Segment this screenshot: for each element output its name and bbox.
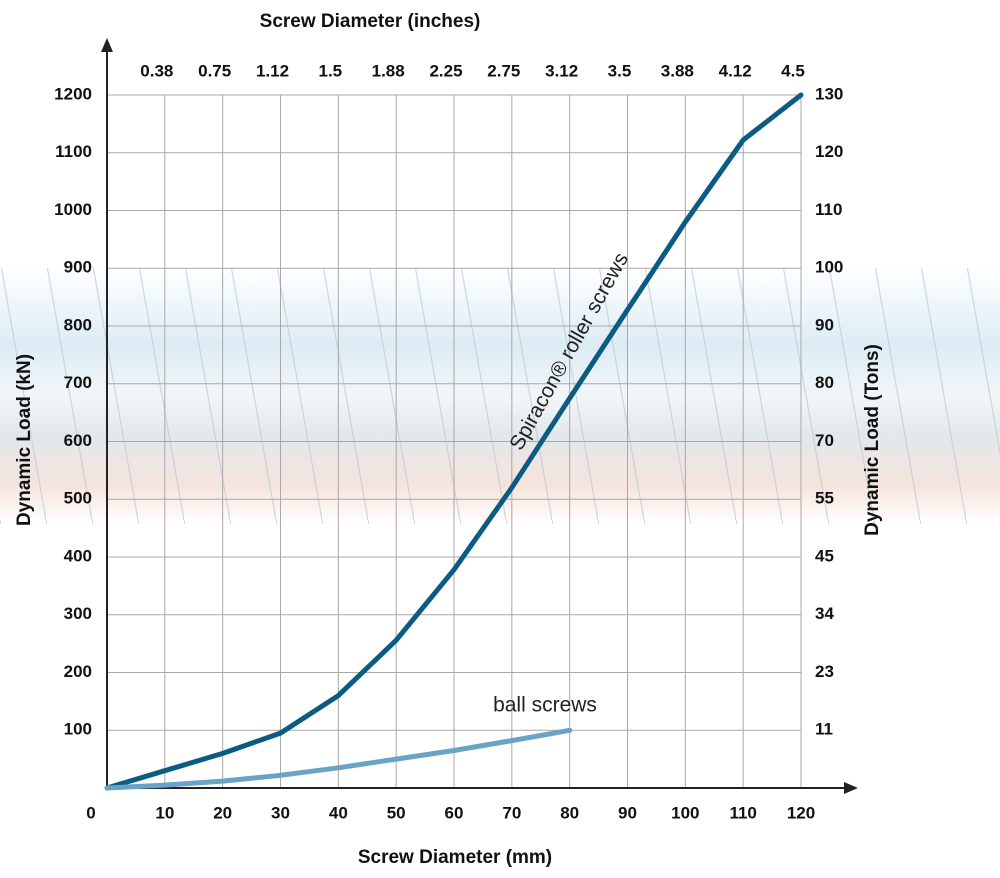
x2-tick-label: 4.12 <box>719 61 752 80</box>
x2-tick-label: 1.88 <box>372 61 405 80</box>
series-line <box>104 92 804 791</box>
y2-tick-label: 23 <box>815 662 834 681</box>
y2-tick-label: 55 <box>815 489 834 508</box>
x-tick-label: 40 <box>329 803 348 822</box>
y-tick-label: 300 <box>64 604 92 623</box>
y-tick-label: 1100 <box>55 142 92 161</box>
y2-axis-title: Dynamic Load (Tons) <box>862 344 883 536</box>
y-tick-label: 100 <box>64 720 92 739</box>
y-tick-label: 500 <box>64 489 92 508</box>
y2-tick-label: 90 <box>815 315 834 334</box>
y2-tick-label: 11 <box>815 720 833 739</box>
x2-tick-label: 2.25 <box>429 61 462 80</box>
x-tick-label: 110 <box>729 803 756 822</box>
x-tick-label: 0 <box>86 803 95 822</box>
x2-tick-label: 0.75 <box>198 61 231 80</box>
x2-tick-label: 0.38 <box>140 61 173 80</box>
y-tick-label: 900 <box>64 258 92 277</box>
y2-tick-label: 34 <box>815 604 834 623</box>
series-label: ball screws <box>493 694 597 717</box>
x2-tick-label: 2.75 <box>487 61 520 80</box>
y-tick-label: 1200 <box>54 84 92 103</box>
y-tick-label: 700 <box>64 373 92 392</box>
y2-tick-label: 110 <box>815 200 842 219</box>
x2-axis-title: Screw Diameter (inches) <box>260 11 481 32</box>
x-tick-label: 30 <box>271 803 290 822</box>
x-axis-arrow <box>844 782 858 794</box>
y2-tick-label: 100 <box>815 258 843 277</box>
y-tick-label: 400 <box>64 546 92 565</box>
x2-tick-label: 4.5 <box>781 61 805 80</box>
y-axis-title: Dynamic Load (kN) <box>14 354 35 526</box>
series-line <box>104 727 573 791</box>
y2-tick-label: 130 <box>815 84 843 103</box>
x2-tick-label: 3.88 <box>661 61 694 80</box>
y2-tick-label: 70 <box>815 431 834 450</box>
y-axis-arrow <box>101 38 113 52</box>
y2-tick-label: 45 <box>815 546 834 565</box>
x-tick-label: 100 <box>671 803 699 822</box>
y2-tick-label: 80 <box>815 373 834 392</box>
y2-tick-label: 120 <box>815 142 843 161</box>
x-tick-label: 70 <box>502 803 521 822</box>
y-tick-label: 800 <box>64 315 92 334</box>
x-tick-label: 80 <box>560 803 579 822</box>
screw-background <box>0 268 1000 524</box>
y-tick-label: 200 <box>64 662 92 681</box>
x-tick-label: 20 <box>213 803 232 822</box>
x2-tick-label: 1.5 <box>319 61 343 80</box>
x2-tick-label: 1.12 <box>256 61 289 80</box>
x-tick-label: 90 <box>618 803 637 822</box>
x-tick-label: 120 <box>787 803 815 822</box>
x-tick-label: 10 <box>155 803 174 822</box>
x2-tick-label: 3.12 <box>545 61 578 80</box>
x2-tick-label: 3.5 <box>608 61 632 80</box>
x-tick-label: 50 <box>387 803 406 822</box>
y-tick-label: 600 <box>64 431 92 450</box>
x-tick-label: 60 <box>445 803 464 822</box>
x-axis-title: Screw Diameter (mm) <box>358 847 552 868</box>
y-tick-label: 1000 <box>54 200 92 219</box>
